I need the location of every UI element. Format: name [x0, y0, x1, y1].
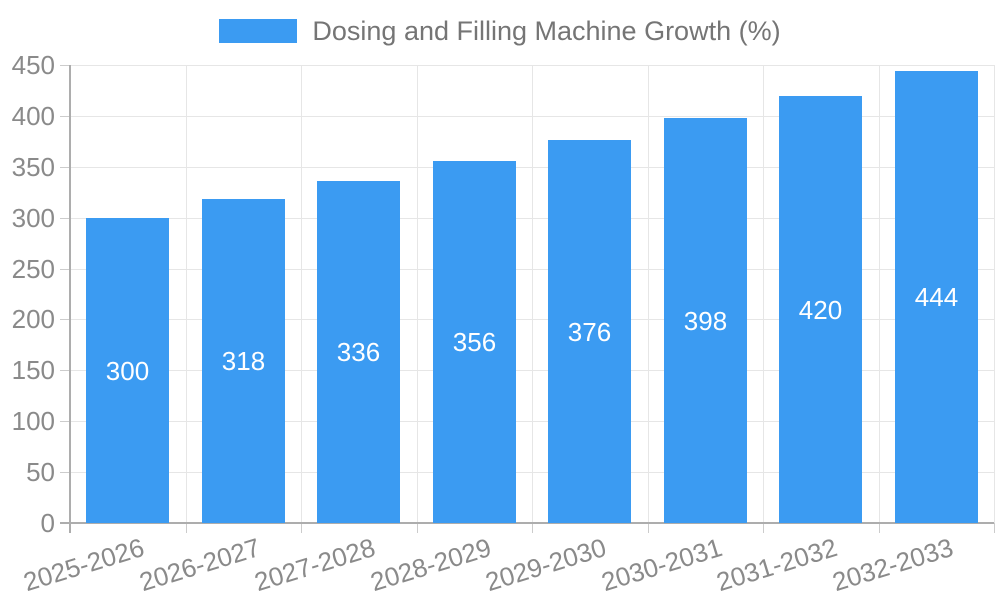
x-tick-mark — [879, 523, 880, 533]
y-tick-mark — [60, 65, 70, 66]
x-tick-label: 2029-2030 — [482, 532, 610, 598]
v-gridline — [186, 65, 187, 523]
x-tick-label: 2031-2032 — [713, 532, 841, 598]
x-tick-mark — [532, 523, 533, 533]
bar[interactable] — [433, 161, 516, 523]
x-axis-line — [60, 522, 994, 524]
x-tick-label: 2025-2026 — [20, 532, 148, 598]
v-gridline — [532, 65, 533, 523]
y-tick-mark — [60, 218, 70, 219]
y-tick-mark — [60, 319, 70, 320]
bar[interactable] — [779, 96, 862, 523]
bar-value-label: 318 — [221, 346, 266, 376]
bar-value-label: 420 — [798, 294, 843, 325]
y-tick-mark — [60, 472, 70, 473]
bar[interactable] — [664, 118, 747, 523]
bar-value-label: 336 — [336, 337, 381, 367]
y-tick-label: 150 — [11, 355, 55, 385]
chart-legend[interactable]: Dosing and Filling Machine Growth (%) — [0, 16, 1000, 46]
v-gridline — [994, 65, 995, 523]
y-tick-mark — [60, 167, 70, 168]
x-tick-mark — [301, 523, 302, 533]
y-tick-label: 0 — [40, 508, 55, 538]
x-tick-label: 2030-2031 — [597, 532, 726, 598]
bar-value-label: 356 — [452, 327, 497, 357]
bar[interactable] — [895, 71, 978, 523]
bar-value-label: 398 — [683, 305, 728, 336]
bar-value-label: 444 — [914, 282, 959, 312]
legend-label: Dosing and Filling Machine Growth (%) — [312, 16, 781, 46]
bar[interactable] — [202, 199, 285, 523]
y-tick-label: 350 — [11, 152, 55, 182]
v-gridline — [763, 65, 764, 523]
y-tick-label: 300 — [11, 203, 55, 233]
bar[interactable] — [317, 181, 400, 523]
y-tick-label: 250 — [11, 254, 55, 284]
v-gridline — [648, 65, 649, 523]
y-axis-line — [69, 65, 71, 533]
y-tick-label: 200 — [11, 304, 55, 334]
x-tick-mark — [186, 523, 187, 533]
y-tick-label: 100 — [11, 406, 55, 436]
y-tick-mark — [60, 421, 70, 422]
x-tick-label: 2032-2033 — [828, 532, 957, 598]
bar-value-label: 300 — [105, 355, 150, 386]
y-tick-mark — [60, 370, 70, 371]
v-gridline — [301, 65, 302, 523]
y-tick-label: 400 — [11, 101, 55, 131]
bar[interactable] — [548, 140, 631, 523]
x-tick-mark — [417, 523, 418, 533]
v-gridline — [879, 65, 880, 523]
bar[interactable] — [86, 218, 169, 523]
x-tick-mark — [648, 523, 649, 533]
y-tick-label: 450 — [11, 50, 55, 80]
y-tick-mark — [60, 269, 70, 270]
x-tick-label: 2028-2029 — [366, 532, 495, 598]
v-gridline — [417, 65, 418, 523]
x-tick-label: 2026-2027 — [135, 532, 264, 598]
legend-swatch-icon — [219, 19, 298, 43]
x-tick-mark — [994, 523, 995, 533]
y-tick-mark — [60, 116, 70, 117]
x-tick-label: 2027-2028 — [251, 532, 379, 598]
x-tick-mark — [763, 523, 764, 533]
y-tick-label: 50 — [26, 457, 55, 487]
bar-value-label: 376 — [567, 316, 612, 347]
